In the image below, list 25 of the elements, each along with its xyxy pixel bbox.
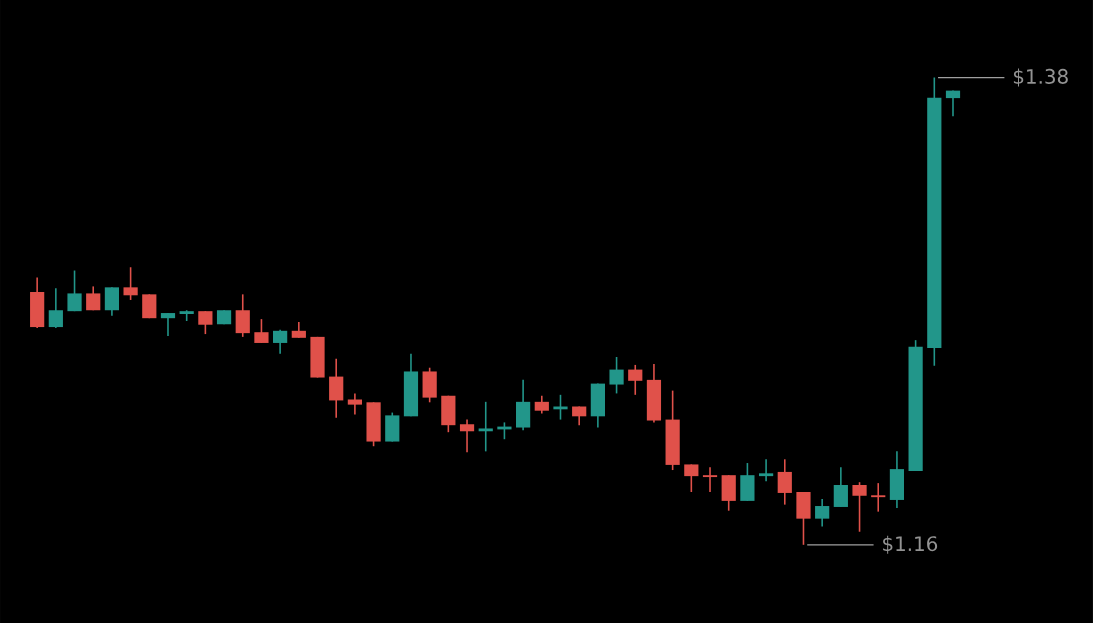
- candlestick: [273, 328, 288, 355]
- candlestick: [609, 356, 624, 395]
- candlestick: [945, 89, 961, 117]
- candlestick: [123, 266, 138, 301]
- candlestick: [235, 293, 250, 338]
- candlestick: [67, 269, 82, 312]
- candlestick: [347, 392, 362, 416]
- text: $1.38: [1013, 68, 1068, 87]
- annotation: $1.16: [883, 535, 938, 554]
- candlestick: [104, 286, 120, 317]
- candlestick: [702, 466, 718, 493]
- candlestick: [758, 458, 774, 482]
- candlestick: [459, 418, 475, 453]
- candlestick: [329, 357, 344, 419]
- candlestick: [833, 466, 848, 508]
- candlestick: [254, 318, 269, 344]
- candlestick: [48, 287, 63, 329]
- candlestick: [815, 498, 830, 528]
- candlestick: [628, 363, 643, 396]
- candlestick: [777, 458, 792, 506]
- candlestick: [684, 463, 699, 493]
- candlestick: [871, 482, 886, 513]
- candlestick: [478, 400, 493, 452]
- candlestick: [852, 481, 867, 533]
- candlestick: [198, 310, 213, 335]
